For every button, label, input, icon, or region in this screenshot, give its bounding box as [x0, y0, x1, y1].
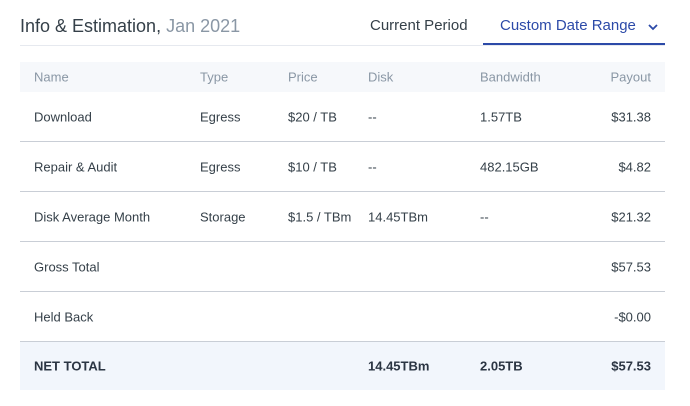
row-price: $10 / TB [288, 159, 337, 174]
row-disk: -- [368, 159, 377, 174]
table-header-row: Name Type Price Disk Bandwidth Payout [20, 62, 665, 92]
net-total-payout: $57.53 [611, 358, 651, 374]
net-total-bandwidth: 2.05TB [480, 358, 523, 374]
table-row: Disk Average Month Storage $1.5 / TBm 14… [20, 192, 665, 242]
column-header-price: Price [288, 69, 318, 85]
title-text: Info & Estimation, [20, 16, 162, 36]
column-header-type: Type [200, 69, 229, 85]
table-row: Repair & Audit Egress $10 / TB -- 482.15… [20, 142, 665, 192]
column-header-disk: Disk [368, 69, 394, 85]
row-name: Held Back [34, 309, 94, 324]
column-header-payout: Payout [610, 69, 651, 85]
chevron-down-icon [648, 18, 658, 35]
tab-current-period-label: Current Period [370, 17, 468, 34]
row-bandwidth: 482.15GB [480, 159, 539, 174]
row-payout: $4.82 [618, 159, 651, 174]
row-payout: $21.32 [611, 209, 651, 224]
row-payout: $57.53 [611, 259, 651, 274]
page-title: Info & Estimation, Jan 2021 [20, 16, 240, 37]
period-label: Jan 2021 [166, 16, 241, 36]
table-row: Download Egress $20 / TB -- 1.57TB $31.3… [20, 92, 665, 142]
estimation-table: Name Type Price Disk Bandwidth Payout Do… [20, 62, 665, 390]
active-tab-indicator [483, 43, 665, 45]
estimation-header: Info & Estimation, Jan 2021 Current Peri… [0, 0, 690, 46]
row-price: $1.5 / TBm [288, 209, 352, 224]
gross-total-row: Gross Total $57.53 [20, 242, 665, 292]
held-back-row: Held Back -$0.00 [20, 292, 665, 342]
tab-custom-date-range[interactable]: Custom Date Range [500, 17, 658, 35]
row-price: $20 / TB [288, 109, 337, 124]
tab-current-period[interactable]: Current Period [370, 17, 468, 34]
row-payout: $31.38 [611, 109, 651, 124]
row-name: Download [34, 109, 92, 124]
tab-custom-date-range-label: Custom Date Range [500, 17, 636, 34]
row-disk: 14.45TBm [368, 209, 428, 224]
row-type: Egress [200, 109, 241, 124]
net-total-label: NET TOTAL [34, 358, 106, 374]
net-total-row: NET TOTAL 14.45TBm 2.05TB $57.53 [20, 342, 665, 390]
row-name: Repair & Audit [34, 159, 118, 174]
row-name: Gross Total [34, 259, 100, 274]
column-header-name: Name [34, 69, 69, 85]
column-header-bandwidth: Bandwidth [480, 69, 541, 85]
row-name: Disk Average Month [34, 209, 151, 224]
header-divider [20, 45, 665, 46]
row-payout: -$0.00 [614, 309, 651, 324]
row-type: Egress [200, 159, 241, 174]
row-bandwidth: 1.57TB [480, 109, 522, 124]
row-bandwidth: -- [480, 209, 489, 224]
row-type: Storage [200, 209, 246, 224]
row-disk: -- [368, 109, 377, 124]
net-total-disk: 14.45TBm [368, 358, 430, 374]
